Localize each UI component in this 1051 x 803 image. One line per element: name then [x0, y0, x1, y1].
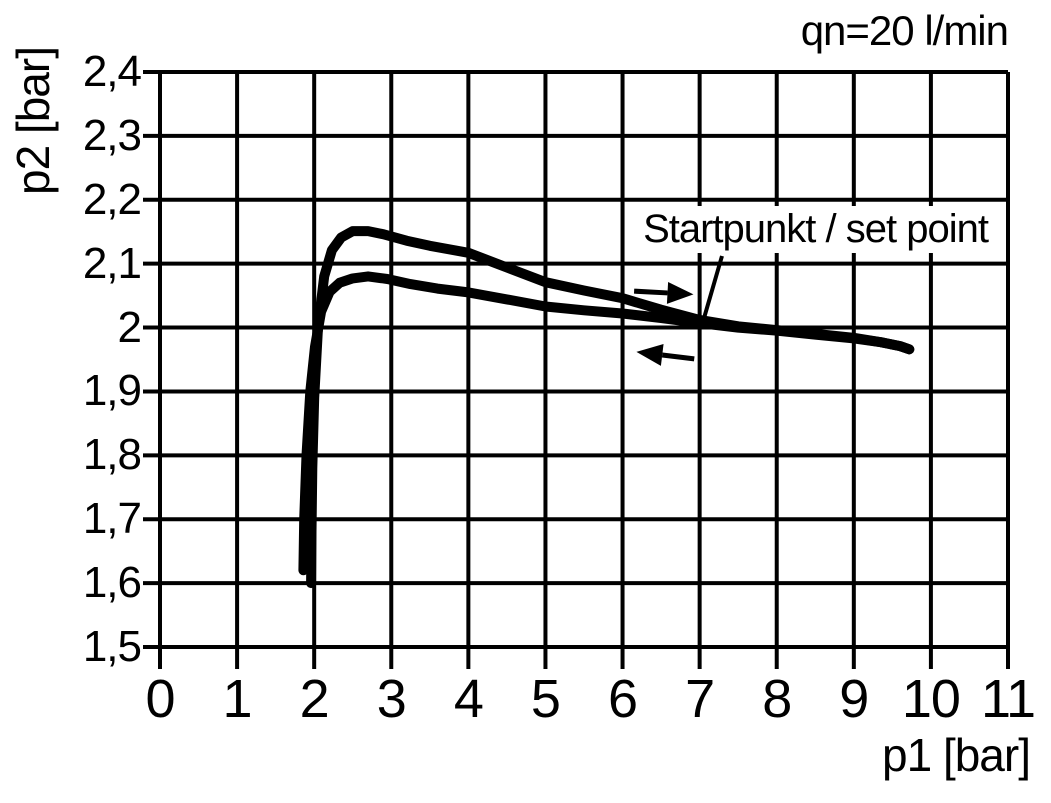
x-tick-label: 8: [762, 669, 792, 729]
x-tick-label: 2: [299, 669, 330, 729]
x-tick-label: 10: [901, 669, 961, 729]
curve-lower: [298, 271, 915, 576]
x-tick-label: 7: [685, 669, 715, 729]
x-axis-label: p1 [bar]: [882, 729, 1031, 781]
set-point-leader-line: [701, 255, 724, 321]
x-tick-label: 3: [376, 669, 407, 729]
y-tick-label: 2,2: [82, 174, 142, 224]
direction-arrow-head-right: [666, 281, 694, 304]
x-tick-label: 6: [608, 669, 638, 729]
y-tick-label: 1,8: [82, 430, 142, 480]
x-tick-label: 4: [453, 669, 484, 729]
x-tick-label: 1: [222, 669, 253, 729]
chart-title: qn=20 l/min: [800, 7, 1009, 54]
set-point-label: Startpunkt / set point: [628, 206, 1003, 253]
y-tick-label: 1,9: [82, 366, 142, 416]
x-tick-label: 5: [530, 669, 561, 729]
y-tick-label: 1,7: [82, 494, 142, 544]
x-tick-label: 9: [839, 669, 869, 729]
y-tick-label: 1,6: [82, 558, 142, 608]
x-tick-label: 11: [980, 669, 1036, 729]
y-tick-label: 2,1: [82, 238, 142, 288]
direction-arrow-shaft-right: [633, 288, 668, 296]
y-tick-label: 2,3: [82, 110, 142, 160]
x-tick-label: 0: [145, 669, 175, 729]
y-tick-label: 2: [117, 302, 142, 352]
direction-arrow-head-left: [636, 344, 664, 366]
direction-arrow-shaft-left: [661, 352, 695, 362]
y-tick-label: 1,5: [82, 622, 142, 671]
y-tick-label: 2,4: [82, 47, 142, 96]
